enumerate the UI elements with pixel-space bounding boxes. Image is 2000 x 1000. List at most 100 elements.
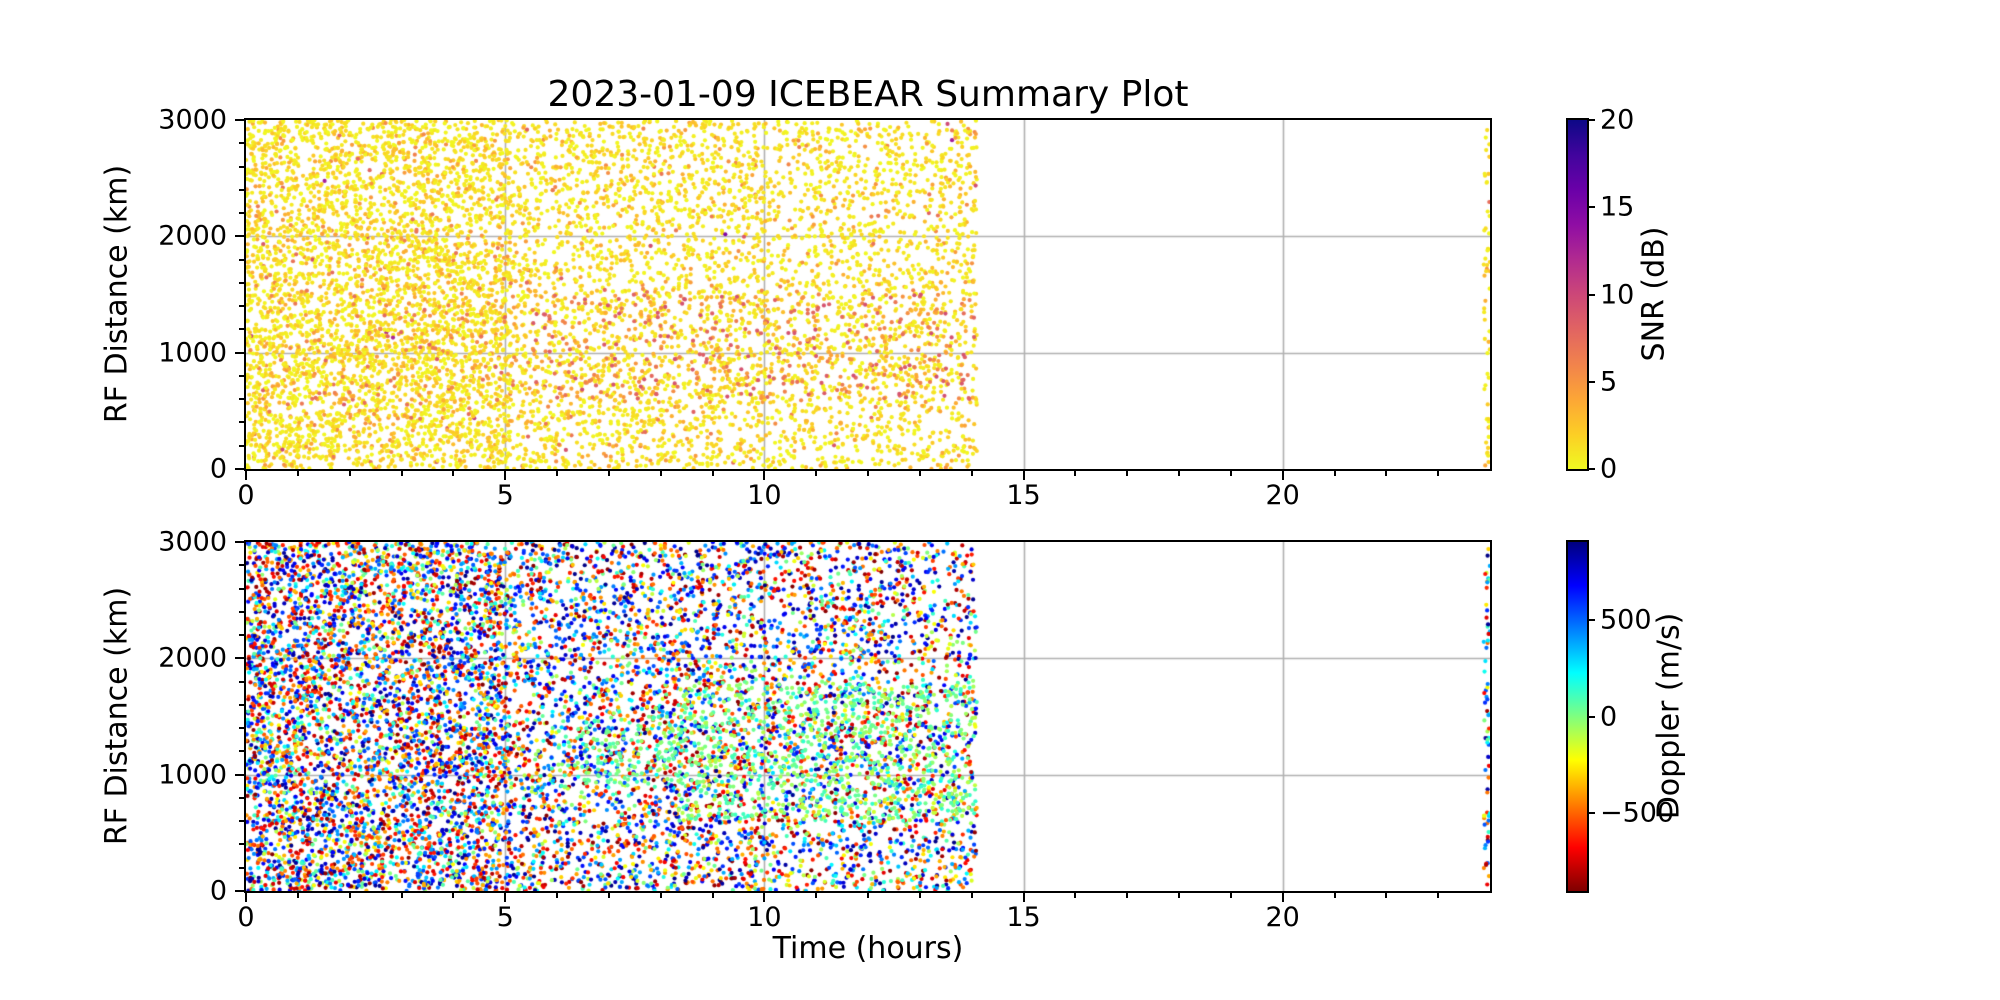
x-tick [245, 893, 247, 902]
y-tick-label: 2000 [158, 642, 227, 674]
x-minor-tick [1229, 471, 1232, 476]
y-minor-tick [239, 843, 244, 846]
x-minor-tick [556, 471, 558, 476]
colorbar-tick-label: 500 [1600, 604, 1652, 636]
x-tick-label: 15 [1006, 902, 1041, 933]
x-minor-tick [1126, 471, 1129, 476]
x-tick-label: 0 [237, 902, 255, 933]
x-minor-tick [970, 471, 973, 476]
x-tick [1281, 893, 1284, 902]
x-tick-label: 20 [1265, 480, 1300, 511]
x-tick [1022, 471, 1025, 480]
y-minor-tick [239, 587, 244, 590]
x-minor-tick [815, 893, 818, 898]
y-minor-tick [239, 398, 244, 401]
y-minor-tick [239, 796, 244, 799]
y-minor-tick [239, 142, 244, 145]
x-tick [763, 471, 766, 480]
x-tick [245, 471, 247, 480]
x-minor-tick [400, 893, 403, 898]
y-tick-label: 3000 [158, 526, 227, 558]
y-minor-tick [239, 866, 244, 869]
y-minor-tick [239, 258, 244, 261]
y-tick [235, 890, 244, 892]
x-tick-label: 10 [747, 902, 782, 933]
snr-colorbar-gradient [1568, 120, 1587, 469]
x-minor-tick [296, 471, 299, 476]
x-minor-tick [1385, 893, 1388, 898]
doppler-colorbar-label: Doppler (m/s) [1651, 612, 1687, 820]
x-tick-label: 15 [1006, 480, 1041, 511]
colorbar-tick [1589, 618, 1595, 621]
y-tick-label: 1000 [158, 337, 227, 369]
snr-colorbar [1566, 118, 1589, 471]
y-tick [235, 657, 244, 660]
y-tick-label: 0 [209, 875, 227, 907]
colorbar-tick-label: 5 [1600, 366, 1618, 398]
x-minor-tick [1229, 893, 1232, 898]
chart-title: 2023-01-09 ICEBEAR Summary Plot [547, 74, 1189, 115]
x-minor-tick [348, 893, 351, 898]
colorbar-tick [1589, 812, 1595, 815]
x-minor-tick [452, 471, 455, 476]
y-minor-tick [239, 374, 244, 377]
x-tick-label: 5 [496, 480, 514, 511]
colorbar-tick [1589, 380, 1595, 383]
colorbar-tick-label: 0 [1600, 453, 1618, 485]
y-tick [235, 351, 244, 354]
x-minor-tick [711, 471, 714, 476]
y-minor-tick [239, 750, 244, 753]
doppler-colorbar [1566, 540, 1589, 893]
y-tick [235, 773, 244, 776]
x-minor-tick [867, 893, 869, 898]
y-tick-label: 1000 [158, 759, 227, 791]
x-minor-tick [711, 893, 714, 898]
x-tick-label: 0 [237, 480, 255, 511]
y-tick [235, 235, 244, 238]
x-minor-tick [918, 471, 921, 476]
x-minor-tick [556, 893, 558, 898]
y-minor-tick [239, 305, 244, 308]
y-tick-label: 0 [209, 453, 227, 485]
colorbar-tick [1589, 468, 1595, 470]
x-tick [1022, 893, 1025, 902]
x-minor-tick [1074, 471, 1077, 476]
snr-y-axis-label: RF Distance (km) [99, 164, 135, 424]
y-minor-tick [239, 444, 244, 447]
y-minor-tick [239, 634, 244, 637]
x-minor-tick [1333, 471, 1336, 476]
x-minor-tick [1385, 471, 1388, 476]
y-minor-tick [239, 610, 244, 613]
doppler-colorbar-gradient [1568, 542, 1587, 891]
y-minor-tick [239, 188, 244, 191]
doppler-panel-frame [244, 540, 1492, 893]
x-tick-label: 5 [496, 902, 514, 933]
colorbar-tick-label: 15 [1600, 191, 1635, 223]
y-minor-tick [239, 727, 244, 730]
colorbar-tick [1589, 119, 1595, 121]
x-tick [763, 893, 766, 902]
snr-panel-frame [244, 118, 1492, 471]
x-minor-tick [815, 471, 818, 476]
y-tick [235, 468, 244, 470]
x-minor-tick [348, 471, 351, 476]
y-tick-label: 3000 [158, 104, 227, 136]
y-minor-tick [239, 212, 244, 215]
x-minor-tick [1178, 893, 1180, 898]
x-tick-label: 10 [747, 480, 782, 511]
snr-colorbar-label: SNR (dB) [1636, 226, 1672, 362]
colorbar-tick-label: 20 [1600, 104, 1635, 136]
colorbar-tick [1589, 206, 1595, 209]
x-minor-tick [1437, 471, 1440, 476]
y-minor-tick [239, 281, 244, 284]
y-tick [235, 541, 244, 543]
x-axis-label: Time (hours) [772, 931, 964, 966]
colorbar-tick-label: 10 [1600, 279, 1635, 310]
colorbar-tick-label: 0 [1600, 701, 1618, 732]
x-tick [504, 471, 507, 480]
x-minor-tick [1074, 893, 1077, 898]
x-tick-label: 20 [1265, 902, 1300, 933]
x-minor-tick [296, 893, 299, 898]
x-minor-tick [970, 893, 973, 898]
